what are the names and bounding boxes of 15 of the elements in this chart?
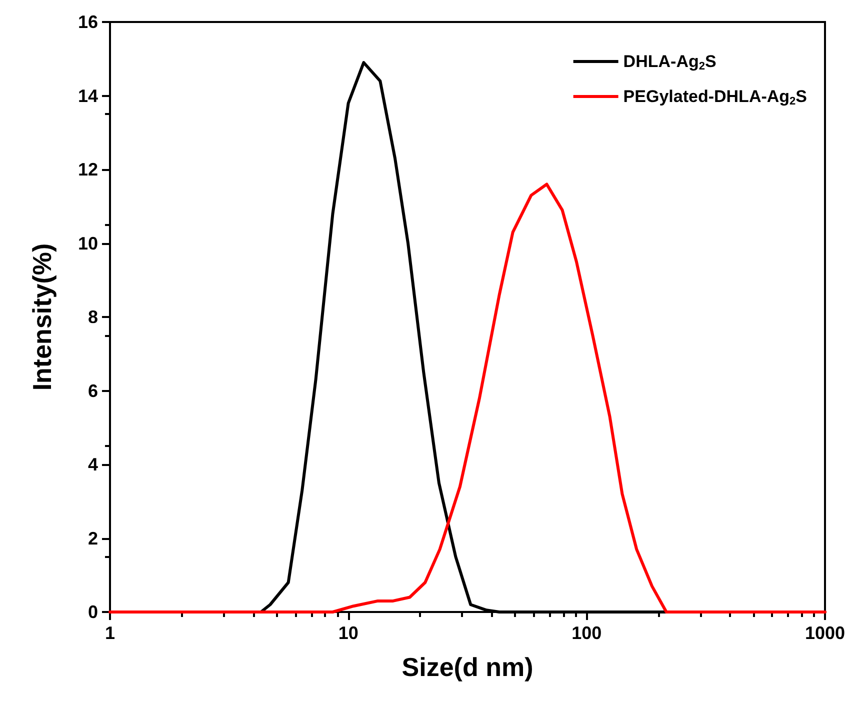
y-tick-label: 4 (88, 454, 98, 474)
x-tick-label: 1 (104, 623, 116, 643)
x-tick-label: 10 (338, 623, 358, 643)
y-tick-label: 12 (78, 160, 98, 180)
y-tick-label: 16 (78, 12, 98, 32)
y-tick-label: 10 (78, 233, 98, 254)
y-tick-label: 2 (88, 528, 98, 548)
y-tick-label: 0 (88, 602, 98, 622)
y-axis-title: Intensity(%) (27, 243, 57, 391)
x-tick-label: 1000 (804, 623, 846, 643)
y-tick-label: 6 (88, 380, 98, 401)
y-tick-label: 8 (88, 307, 98, 327)
x-axis-title: Size(d nm) (402, 652, 534, 682)
y-tick-label: 14 (78, 86, 98, 106)
x-tick-label: 100 (572, 623, 602, 643)
